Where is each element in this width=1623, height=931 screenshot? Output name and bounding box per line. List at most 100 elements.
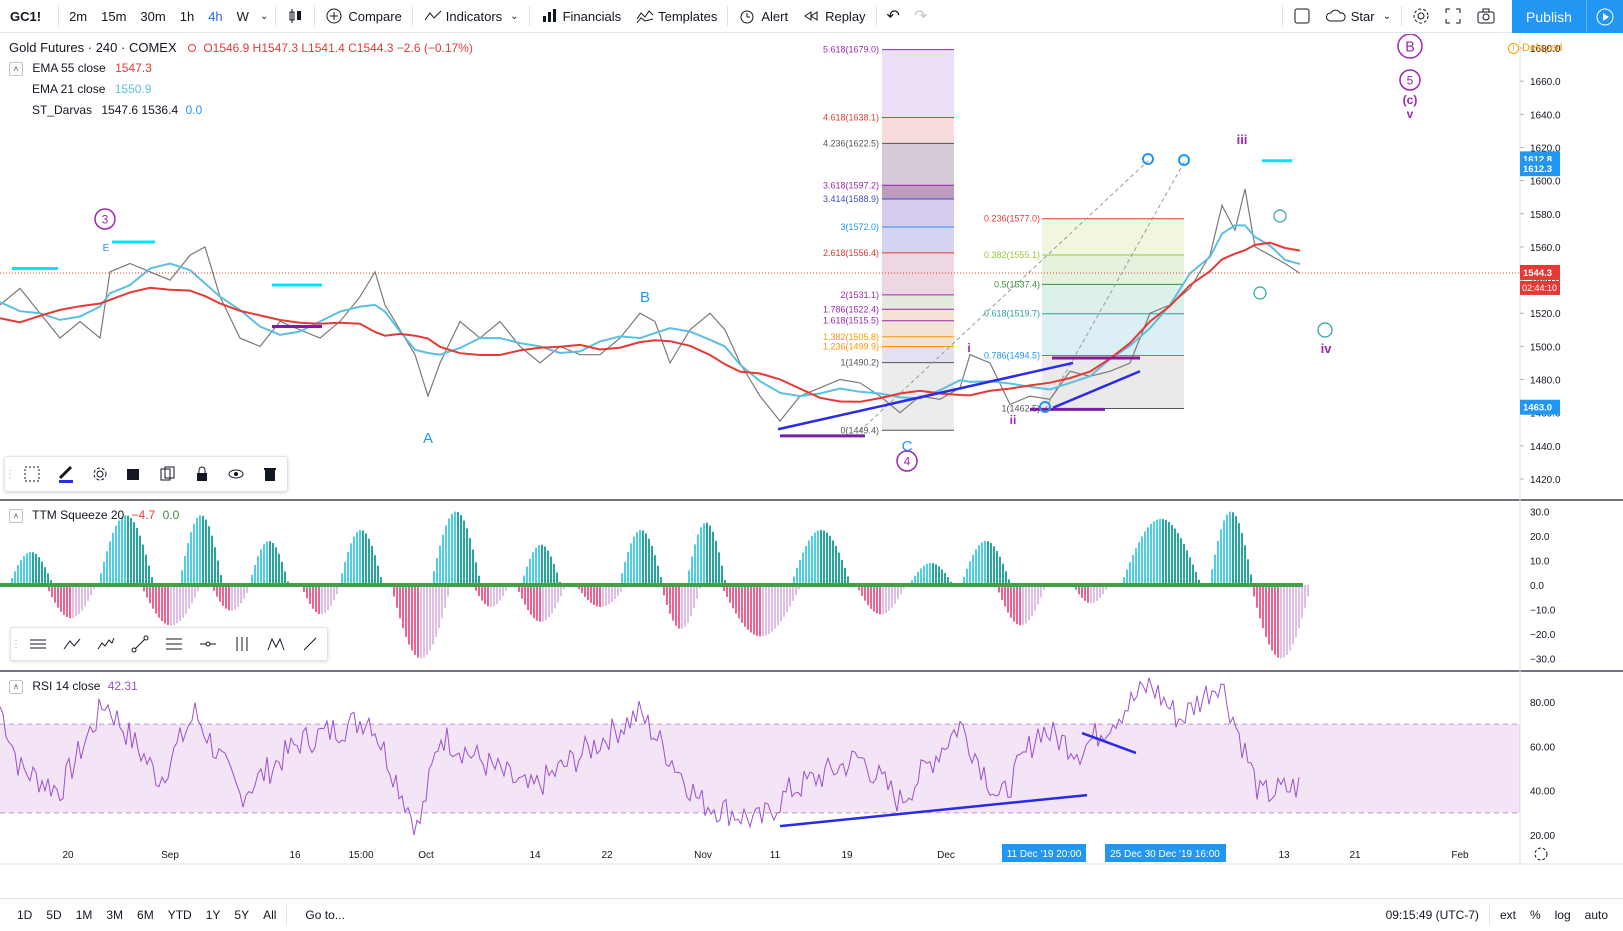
time-axis-label: Feb [1451, 850, 1469, 861]
visibility-button[interactable] [219, 457, 253, 491]
trend-line-button[interactable] [123, 627, 157, 661]
replay-button[interactable]: Replay [795, 0, 872, 33]
fib-extension-label: 1.236(1499.9) [823, 342, 879, 352]
ttm-histogram-bar [11, 577, 13, 585]
color-button[interactable] [49, 457, 83, 491]
countdown-tag [1520, 280, 1560, 295]
fullscreen-toggle-button[interactable] [1286, 0, 1318, 33]
settings-button[interactable] [83, 457, 117, 491]
ttm-histogram-bar [216, 585, 218, 597]
indicators-button[interactable]: Indicators ⌄ [416, 0, 526, 33]
redo-button[interactable]: ↷ [913, 8, 928, 25]
template-button[interactable] [117, 457, 151, 491]
ttm-histogram-bar [735, 585, 737, 614]
collapse-toggle-icon[interactable]: ˄ [9, 61, 23, 76]
financials-button[interactable]: Financials [533, 0, 629, 33]
wave-label-ii: ii [1010, 413, 1017, 427]
ema21-legend: EMA 21 close 1550.9 [32, 82, 151, 96]
ttm-histogram-bar [1217, 540, 1219, 585]
clone-button[interactable] [151, 457, 185, 491]
ttm-histogram-bar [541, 544, 543, 585]
compare-label: Compare [348, 8, 402, 24]
interval-dropdown-icon[interactable]: ⌄ [259, 10, 269, 22]
range-all[interactable]: All [263, 908, 277, 922]
chart-area[interactable]: 1680.01660.01640.01620.01600.01580.01560… [0, 34, 1623, 898]
delayed-badge[interactable]: ! Delayed [1508, 42, 1562, 54]
fib-tool-button[interactable] [157, 627, 191, 661]
ttm-histogram-bar [1001, 585, 1003, 600]
delete-button[interactable] [253, 457, 287, 491]
settings-button[interactable] [1405, 0, 1437, 33]
drag-handle[interactable]: ⋮ [5, 468, 15, 480]
ttm-histogram-bar [929, 563, 931, 585]
clock-time[interactable]: 09:15:49 (UTC-7) [1385, 908, 1479, 922]
range-5y[interactable]: 5Y [234, 908, 250, 922]
line-tool-button[interactable] [293, 627, 327, 661]
goto-button[interactable]: Go to... [305, 908, 345, 922]
ttm-histogram-bar [181, 570, 183, 585]
ttm-histogram-bar [142, 544, 144, 585]
fullscreen-button[interactable] [1437, 0, 1469, 33]
ttm-histogram-bar [196, 518, 198, 585]
ttm-histogram-bar [333, 585, 335, 601]
ttm-histogram-bar [715, 540, 717, 585]
ttm-histogram-bar [1040, 585, 1042, 598]
publish-button[interactable]: Publish [1512, 0, 1586, 33]
time-axis-label: 14 [529, 850, 541, 861]
interval-w[interactable]: W [236, 8, 249, 24]
ext-toggle[interactable]: ext [1499, 908, 1516, 922]
alert-button[interactable]: Alert [731, 0, 795, 33]
log-toggle[interactable]: log [1554, 908, 1571, 922]
ttm-histogram-bar [847, 576, 849, 585]
time-axis-label: Dec [937, 850, 955, 861]
ttm-histogram-bar [789, 585, 791, 607]
interval-30m[interactable]: 30m [140, 8, 166, 24]
horizontal-ray-button[interactable] [191, 627, 225, 661]
fib-retracement-label: 1(1462.5) [1001, 404, 1040, 414]
divider [314, 6, 316, 26]
compare-button[interactable]: Compare [318, 0, 408, 33]
percent-toggle[interactable]: % [1529, 908, 1541, 922]
ema21-label: EMA 21 close [32, 82, 106, 96]
templates-button[interactable]: Templates [628, 0, 724, 33]
ttm-histogram-bar [14, 571, 16, 585]
fib-extension-label: 3.618(1597.2) [823, 180, 879, 190]
symbol-search[interactable]: GC1! [10, 8, 42, 24]
ttm-histogram-bar [624, 562, 626, 585]
vertical-lines-button[interactable] [225, 627, 259, 661]
range-6m[interactable]: 6M [137, 908, 154, 922]
chart-type-button[interactable] [279, 0, 311, 33]
range-1y[interactable]: 1Y [205, 908, 221, 922]
interval-15m[interactable]: 15m [101, 8, 127, 24]
pattern-tool-button[interactable] [259, 627, 293, 661]
range-1m[interactable]: 1M [75, 908, 93, 922]
interval-1h[interactable]: 1h [179, 8, 195, 24]
wave-label-5-text: 5 [1407, 74, 1414, 88]
time-axis-label: 21 [1349, 850, 1361, 861]
auto-toggle[interactable]: auto [1584, 908, 1608, 922]
range-3m[interactable]: 3M [106, 908, 124, 922]
range-1d[interactable]: 1D [17, 908, 33, 922]
ttm-histogram-bar [460, 515, 462, 585]
lock-button[interactable] [185, 457, 219, 491]
undo-button[interactable]: ↶ [886, 8, 900, 25]
interval-2m[interactable]: 2m [69, 8, 88, 24]
line-style-button[interactable] [15, 457, 49, 491]
impulse-wave-button[interactable] [89, 627, 123, 661]
range-5d[interactable]: 5D [46, 908, 62, 922]
drag-handle[interactable]: ⋮ [11, 638, 21, 650]
ttm-histogram-bar [732, 585, 734, 609]
collapse-toggle-icon[interactable]: ˄ [9, 508, 23, 523]
collapse-toggle-icon[interactable]: ˄ [9, 679, 23, 694]
ttm-histogram-bar [636, 532, 638, 585]
play-button[interactable] [1586, 0, 1623, 33]
ttm-histogram-bar [1232, 512, 1234, 585]
abc-wave-button[interactable] [55, 627, 89, 661]
ttm-histogram-bar [228, 585, 230, 611]
snapshot-button[interactable] [1469, 0, 1503, 33]
ema21-value: 1550.9 [114, 82, 152, 96]
range-ytd[interactable]: YTD [167, 908, 192, 922]
cloud-save-button[interactable]: Star ⌄ [1318, 0, 1398, 33]
interval-4h[interactable]: 4h [208, 8, 223, 24]
ruler-tool-button[interactable] [21, 627, 55, 661]
